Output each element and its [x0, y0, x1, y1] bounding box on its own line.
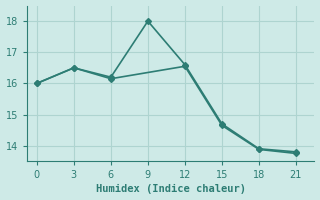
X-axis label: Humidex (Indice chaleur): Humidex (Indice chaleur): [96, 184, 246, 194]
